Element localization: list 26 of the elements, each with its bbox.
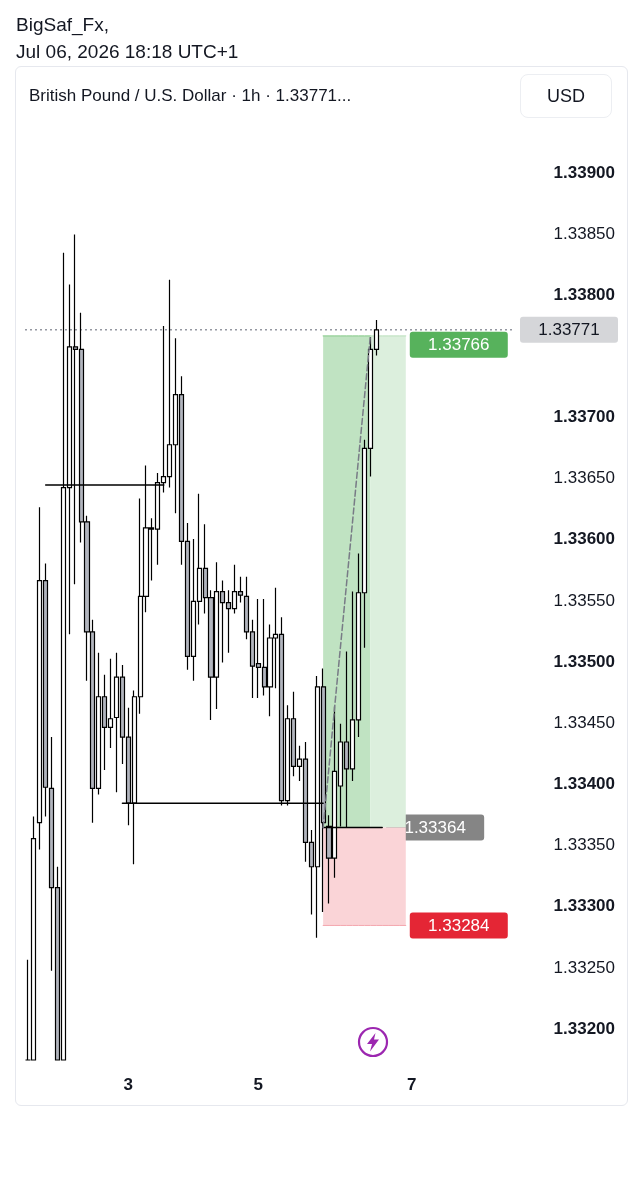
y-axis-title: USD (520, 74, 612, 118)
y-tick-label: 1.33350 (553, 835, 615, 855)
data-label: 1.33364 (404, 818, 466, 838)
y-tick-label: 1.33550 (553, 590, 615, 610)
x-tick-label: 5 (253, 1075, 263, 1094)
y-tick-label: 1.33400 (553, 774, 615, 794)
y-tick-label: 1.33900 (553, 162, 615, 182)
text: BigSaf_Fx, (16, 13, 110, 38)
y-tick-label: 1.33850 (553, 223, 615, 243)
data-label: 1.33766 (428, 335, 490, 355)
x-tick-label: 3 (123, 1075, 134, 1094)
candlestick (30, 816, 37, 1061)
chart-title: British Pound / U.S. Dollar · 1h · 1.33771... (29, 86, 352, 106)
y-tick-label: 1.33650 (553, 468, 615, 488)
y-tick-label: 1.33300 (553, 896, 615, 916)
y-tick-label: 1.33600 (553, 529, 615, 549)
y-tick-label: 1.33700 (553, 407, 615, 427)
y-tick-label: 1.33800 (553, 284, 615, 304)
data-label: 1.33284 (428, 915, 490, 935)
text: Jul 06, 2026 18:18 UTC+1 (16, 40, 239, 64)
x-tick-label: 7 (406, 1075, 417, 1094)
y-tick-label: 1.33250 (553, 957, 615, 977)
y-tick-label: 1.33500 (553, 651, 615, 671)
ref-line-label: 1.33771 (538, 320, 600, 340)
y-tick-label: 1.33200 (553, 1018, 615, 1038)
y-tick-label: 1.33450 (553, 712, 615, 732)
